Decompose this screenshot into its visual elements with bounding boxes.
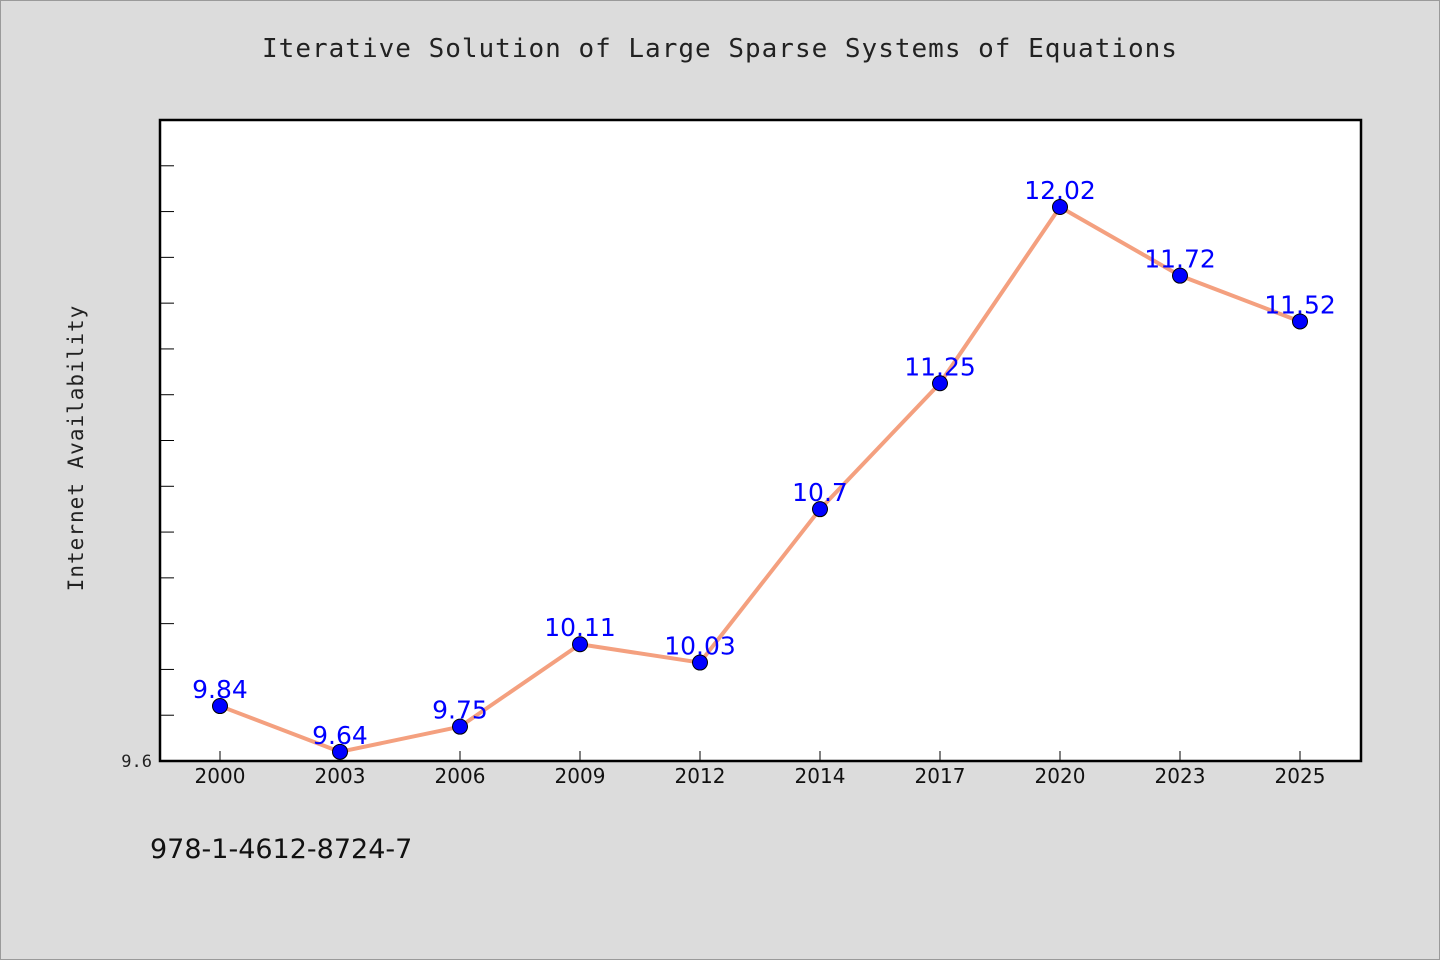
data-point	[212, 698, 228, 715]
x-tick-label: 2000	[195, 764, 246, 788]
data-point	[1292, 313, 1308, 330]
x-tick-label: 2023	[1155, 764, 1206, 788]
data-point	[812, 501, 828, 518]
data-label: 12.02	[1024, 176, 1096, 205]
x-tick-label: 2009	[555, 764, 606, 788]
data-point	[1172, 267, 1188, 284]
y-ticks: 9.6	[121, 119, 174, 772]
data-point	[452, 718, 468, 735]
data-label: 10.03	[664, 632, 736, 661]
data-label: 10.7	[792, 478, 848, 507]
data-point	[332, 743, 348, 760]
x-tick-label: 2014	[795, 764, 846, 788]
data-label: 11.52	[1264, 290, 1336, 319]
x-tick-label: 2003	[315, 764, 366, 788]
x-tick-label: 2025	[1275, 764, 1326, 788]
data-label: 9.75	[432, 696, 488, 725]
x-tick-label: 2012	[675, 764, 726, 788]
plot-area	[158, 118, 1363, 763]
x-tick-label: 2020	[1035, 764, 1086, 788]
data-label: 11.25	[904, 352, 976, 381]
data-label: 11.72	[1144, 245, 1216, 274]
y-tick-label: 9.6	[121, 752, 152, 772]
series-layer: 9.84 9.64 9.75 10.11 10.03 10.7 11.25 12.02 11.7…	[192, 176, 1336, 760]
data-point	[572, 636, 588, 653]
data-label: 10.11	[544, 613, 616, 642]
series-line	[219, 204, 1301, 754]
data-point	[692, 654, 708, 671]
x-tick-label: 2006	[435, 764, 486, 788]
data-label: 9.84	[192, 675, 248, 704]
x-ticks: 2000 2003 2006 2009 2012 2014 2017 2020 2023 2025	[195, 751, 1326, 788]
chart-title: Iterative Solution of Large Sparse Syste…	[262, 34, 1178, 64]
x-tick-label: 2017	[915, 764, 966, 788]
data-point	[932, 375, 948, 392]
data-point	[1052, 198, 1068, 215]
isbn-footer: 978-1-4612-8724-7	[150, 834, 413, 865]
data-label: 9.64	[312, 721, 368, 750]
